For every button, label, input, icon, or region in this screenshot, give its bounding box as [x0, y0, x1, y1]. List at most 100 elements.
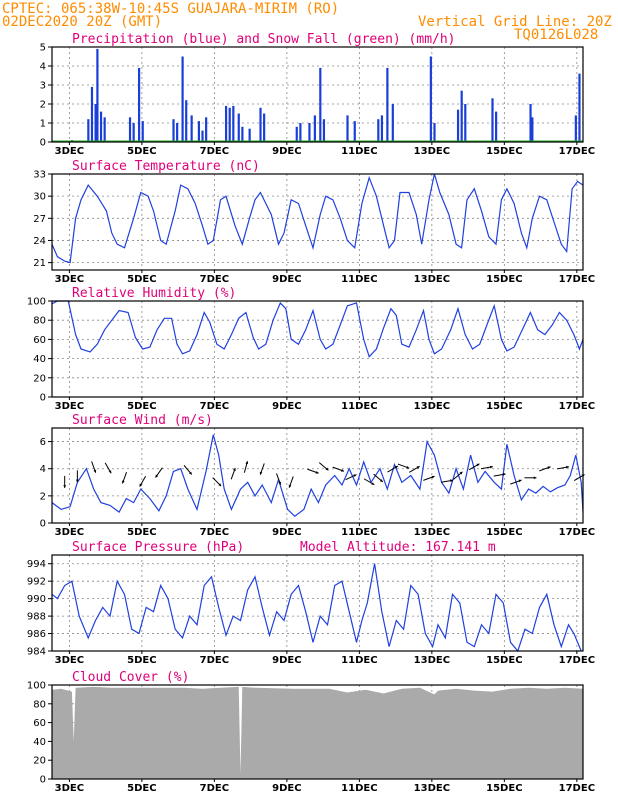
wind-arrow-head [566, 465, 569, 469]
precip-bar [205, 117, 208, 142]
station-header: CPTEC: 065:38W-10:45S GUAJARA-MIRIM (RO) [2, 1, 339, 17]
x-tick-label: 13DEC [414, 146, 450, 157]
precip-bar [464, 104, 467, 142]
x-tick-label: 11DEC [341, 274, 377, 285]
wind-arrow-head [459, 471, 463, 475]
x-tick-label: 7DEC [200, 655, 229, 666]
model-code: TQ0126L028 [514, 27, 598, 43]
precip-bar [380, 115, 384, 142]
precip-bar [132, 123, 135, 142]
wind-arrow [423, 475, 435, 481]
precip-bar [313, 115, 316, 142]
precip-bar [181, 56, 184, 142]
precip-bar [531, 117, 534, 142]
precip-bar [308, 123, 311, 142]
panel-title: Surface Pressure (hPa) [72, 540, 244, 555]
x-tick-label: 9DEC [272, 146, 301, 157]
panel-1: Precipitation (blue) and Snow Fall (gree… [40, 32, 595, 157]
wind-arrow-head [341, 469, 344, 472]
x-tick-label: 3DEC [55, 401, 84, 412]
wind-arrow-head [450, 479, 453, 483]
panel-frame [51, 46, 584, 143]
vertical-grid-note: Vertical Grid Line: 20Z [418, 14, 612, 30]
y-tick-label: 2 [40, 100, 46, 111]
precip-bar [429, 56, 432, 142]
y-tick-label: 4 [40, 62, 46, 73]
x-tick-label: 7DEC [200, 783, 229, 794]
wind-arrow [557, 465, 570, 470]
panel-title: Surface Wind (m/s) [72, 413, 213, 428]
precip-bar [172, 119, 175, 142]
series-line [51, 173, 584, 264]
precip-bar [185, 100, 188, 142]
precip-bar [346, 115, 349, 142]
precip-bar [259, 107, 262, 142]
x-tick-label: 15DEC [486, 527, 522, 538]
precip-bar [391, 104, 394, 142]
precip-bar [322, 119, 326, 142]
x-tick-label: 3DEC [55, 274, 84, 285]
wind-arrow [510, 479, 522, 485]
y-tick-label: 0 [40, 519, 46, 530]
wind-arrow-head [518, 479, 522, 483]
wind-arrow-head [476, 463, 480, 467]
y-tick-label: 24 [33, 236, 46, 247]
x-tick-label: 13DEC [414, 527, 450, 538]
y-tick-label: 80 [33, 699, 46, 710]
precip-bar [529, 104, 532, 142]
y-tick-label: 4 [40, 464, 46, 475]
panel-2: Surface Temperature (nC) 21 24 27 30 33 3DEC 5D… [33, 159, 595, 285]
precip-bar [248, 128, 251, 142]
wind-arrow-head [233, 468, 236, 472]
precip-bar [201, 130, 204, 142]
x-tick-label: 13DEC [414, 655, 450, 666]
wind-arrow-head [188, 471, 192, 475]
panel-3: Relative Humidity (%) 0 20 40 60 80 100 3DEC 5DE… [27, 286, 595, 412]
precip-bar [141, 121, 144, 142]
x-tick-label: 9DEC [272, 655, 301, 666]
x-tick-label: 13DEC [414, 783, 450, 794]
model-altitude: Model Altitude: 167.141 m [300, 540, 496, 555]
x-tick-label: 3DEC [55, 146, 84, 157]
wind-arrow [63, 475, 67, 488]
x-tick-label: 13DEC [414, 401, 450, 412]
panel-frame [51, 427, 584, 524]
wind-arrow [387, 465, 399, 473]
wind-arrow-head [379, 479, 383, 482]
y-tick-label: 20 [33, 756, 46, 767]
panel-title: Surface Temperature (nC) [72, 159, 260, 174]
x-tick-label: 17DEC [559, 401, 595, 412]
wind-arrow-head [288, 484, 292, 488]
precip-bar [237, 113, 240, 142]
precip-bar [263, 113, 266, 142]
y-tick-label: 3 [40, 81, 46, 92]
series-line [51, 563, 582, 653]
x-tick-label: 11DEC [341, 527, 377, 538]
precip-bar [386, 67, 389, 142]
wind-arrow [318, 462, 329, 471]
wind-arrow [373, 473, 384, 483]
y-tick-label: 60 [33, 718, 46, 729]
y-tick-label: 5 [40, 43, 46, 54]
wind-arrow-head [155, 474, 159, 478]
panel-5: Surface Pressure (hPa) Model Altitude: 16… [27, 540, 595, 666]
wind-arrow [363, 478, 375, 486]
x-tick-label: 9DEC [272, 274, 301, 285]
precip-bar [295, 126, 298, 142]
wind-arrow [259, 463, 265, 475]
y-tick-label: 992 [27, 577, 46, 588]
y-tick-label: 2 [40, 491, 46, 502]
wind-arrow-head [406, 465, 410, 469]
wind-arrow [91, 461, 97, 473]
x-tick-label: 7DEC [200, 527, 229, 538]
precip-bar [228, 107, 231, 142]
precip-bar [176, 123, 179, 142]
x-tick-label: 5DEC [127, 146, 156, 157]
x-tick-label: 13DEC [414, 274, 450, 285]
panel-frame [51, 300, 584, 398]
precip-bar [232, 105, 235, 142]
x-tick-label: 17DEC [559, 655, 595, 666]
x-tick-label: 15DEC [486, 783, 522, 794]
x-tick-label: 5DEC [127, 527, 156, 538]
precip-bar [460, 90, 463, 142]
